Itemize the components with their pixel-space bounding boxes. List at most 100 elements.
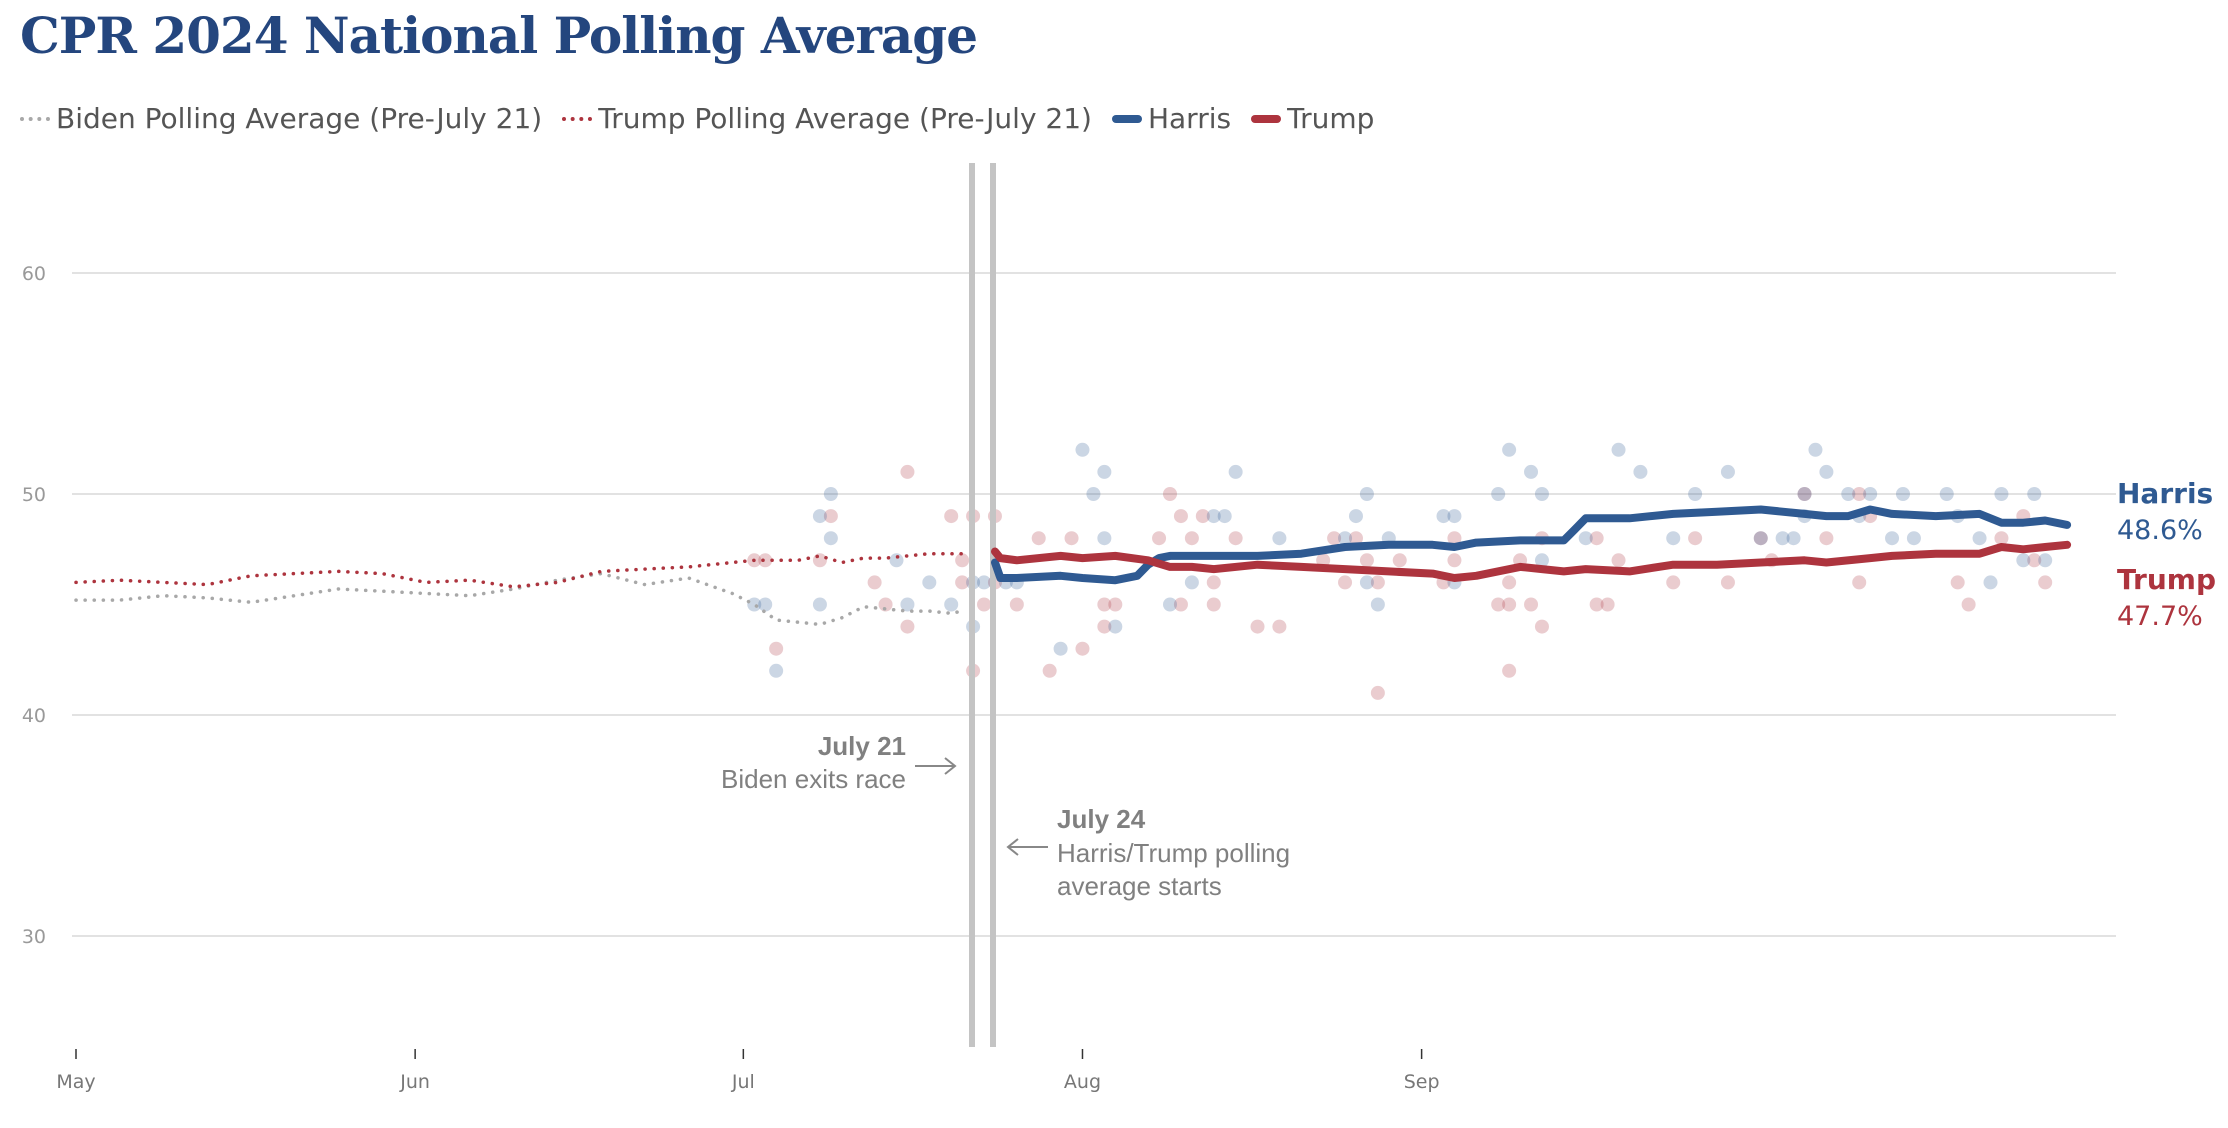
end-label-harris-name: Harris — [2117, 477, 2213, 510]
poll-dot-trump — [1666, 575, 1681, 590]
y-tick-label: 30 — [22, 926, 46, 948]
poll-dot-harris — [812, 597, 827, 612]
poll-dot-trump — [1534, 619, 1549, 634]
poll-dot-trump — [1075, 641, 1090, 656]
poll-dot-harris — [1436, 509, 1451, 524]
poll-dot-harris — [1359, 575, 1374, 590]
poll-dot-harris — [1108, 619, 1123, 634]
poll-dot-harris — [944, 597, 959, 612]
end-label-harris-value: 48.6% — [2117, 515, 2203, 546]
poll-dot-harris — [1775, 531, 1790, 546]
poll-dot-trump — [878, 597, 893, 612]
poll-dot-trump — [867, 575, 882, 590]
poll-dot-harris — [1086, 487, 1101, 501]
poll-dot-trump — [1370, 685, 1385, 700]
poll-dot-trump — [955, 575, 970, 590]
poll-dot-trump — [812, 553, 827, 568]
poll-dot-harris — [1633, 464, 1648, 479]
poll-dot-trump — [900, 464, 915, 479]
poll-dot-trump — [1370, 575, 1385, 590]
poll-dot-trump — [1852, 575, 1867, 590]
arrow-left-icon — [1006, 838, 1048, 856]
x-axis: May Jun Jul Aug Sep — [56, 1049, 1440, 1093]
annotation-july-21-text: Biden exits race — [721, 764, 906, 794]
poll-dot-harris — [1994, 487, 2009, 501]
poll-dot-trump — [2027, 553, 2042, 568]
poll-dot-trump — [1097, 597, 1112, 612]
poll-dot-trump — [1064, 531, 1079, 546]
annotation-july-24: July 24 Harris/Trump polling average sta… — [1006, 804, 1290, 901]
poll-dots — [747, 442, 2053, 700]
poll-dot-trump — [1589, 597, 1604, 612]
poll-dot-harris — [1097, 531, 1112, 546]
y-tick-label: 60 — [22, 263, 46, 285]
poll-dot-trump — [1097, 619, 1112, 634]
legend-item-harris[interactable]: Harris — [1111, 102, 1232, 135]
legend-item-trump-pre[interactable]: Trump Polling Average (Pre-July 21) — [562, 102, 1092, 135]
poll-dot-trump — [1502, 597, 1517, 612]
poll-dot-trump — [1589, 531, 1604, 546]
y-axis: 30 40 50 60 — [22, 263, 46, 948]
poll-dot-trump — [2038, 575, 2053, 590]
poll-dot-trump — [1316, 553, 1331, 568]
poll-dot-trump — [1502, 663, 1517, 678]
poll-dot-harris — [1578, 531, 1593, 546]
vertical-markers — [969, 163, 996, 1047]
chart-title: CPR 2024 National Polling Average — [20, 6, 978, 65]
poll-dot-harris — [1447, 509, 1462, 524]
poll-dot-harris — [1053, 641, 1068, 656]
poll-dot-trump — [1491, 597, 1506, 612]
annotation-july-24-date: July 24 — [1057, 804, 1146, 834]
poll-dot-trump — [1031, 531, 1046, 546]
legend-item-trump[interactable]: Trump — [1251, 102, 1374, 135]
poll-dot-harris — [1348, 509, 1363, 524]
poll-dot-trump — [977, 597, 992, 612]
poll-dot-harris — [1502, 442, 1517, 457]
poll-dot-trump — [1250, 619, 1265, 634]
legend-item-biden-pre[interactable]: Biden Polling Average (Pre-July 21) — [20, 102, 542, 135]
poll-dot-harris — [1534, 487, 1549, 501]
poll-dot-trump — [1524, 597, 1539, 612]
poll-dot-trump — [1206, 597, 1221, 612]
x-tick-label: Jul — [731, 1071, 755, 1093]
poll-dot-trump — [1338, 575, 1353, 590]
poll-dot-trump — [1173, 597, 1188, 612]
poll-dot-harris — [900, 597, 915, 612]
poll-dot-trump — [1163, 487, 1177, 501]
series-line-trump — [991, 540, 2072, 582]
poll-dot-trump — [1852, 487, 1867, 501]
poll-dot-harris — [1895, 487, 1910, 501]
legend-swatch-solid-blue — [1111, 114, 1142, 123]
annotation-july-24-text-line2: average starts — [1057, 871, 1222, 901]
poll-dot-trump — [1359, 553, 1374, 568]
poll-dot-trump — [1611, 553, 1626, 568]
poll-dot-trump — [1184, 531, 1199, 546]
legend-label: Harris — [1147, 102, 1232, 135]
poll-dot-harris — [1534, 553, 1549, 568]
x-tick-label: May — [56, 1071, 95, 1093]
poll-dot-harris — [1688, 487, 1703, 501]
legend-label: Trump — [1287, 102, 1375, 135]
legend-label: Biden Polling Average (Pre-July 21) — [56, 102, 543, 135]
series-line-biden-polling-average-pre-july-21 — [74, 571, 964, 627]
poll-dot-trump — [1688, 531, 1703, 546]
poll-dot-harris — [1906, 531, 1921, 546]
poll-dot-trump — [1195, 509, 1210, 524]
poll-dot-harris — [1163, 597, 1177, 612]
poll-dot-trump — [1009, 597, 1024, 612]
poll-dot-trump — [758, 553, 773, 568]
poll-dot-harris — [1786, 531, 1801, 546]
y-tick-label: 50 — [22, 484, 46, 506]
x-tick-label: Jun — [399, 1071, 430, 1093]
poll-dot-harris — [1753, 531, 1768, 546]
poll-dot-trump — [823, 509, 838, 524]
legend-label: Trump Polling Average (Pre-July 21) — [598, 102, 1092, 135]
poll-dot-harris — [823, 487, 838, 501]
annotation-july-21-date: July 21 — [818, 731, 906, 761]
poll-dot-harris — [1841, 487, 1856, 501]
poll-dot-trump — [1447, 531, 1462, 546]
poll-dot-harris — [977, 575, 992, 590]
y-tick-label: 40 — [22, 705, 46, 727]
poll-dot-harris — [2038, 553, 2053, 568]
end-label-trump-value: 47.7% — [2117, 601, 2203, 632]
